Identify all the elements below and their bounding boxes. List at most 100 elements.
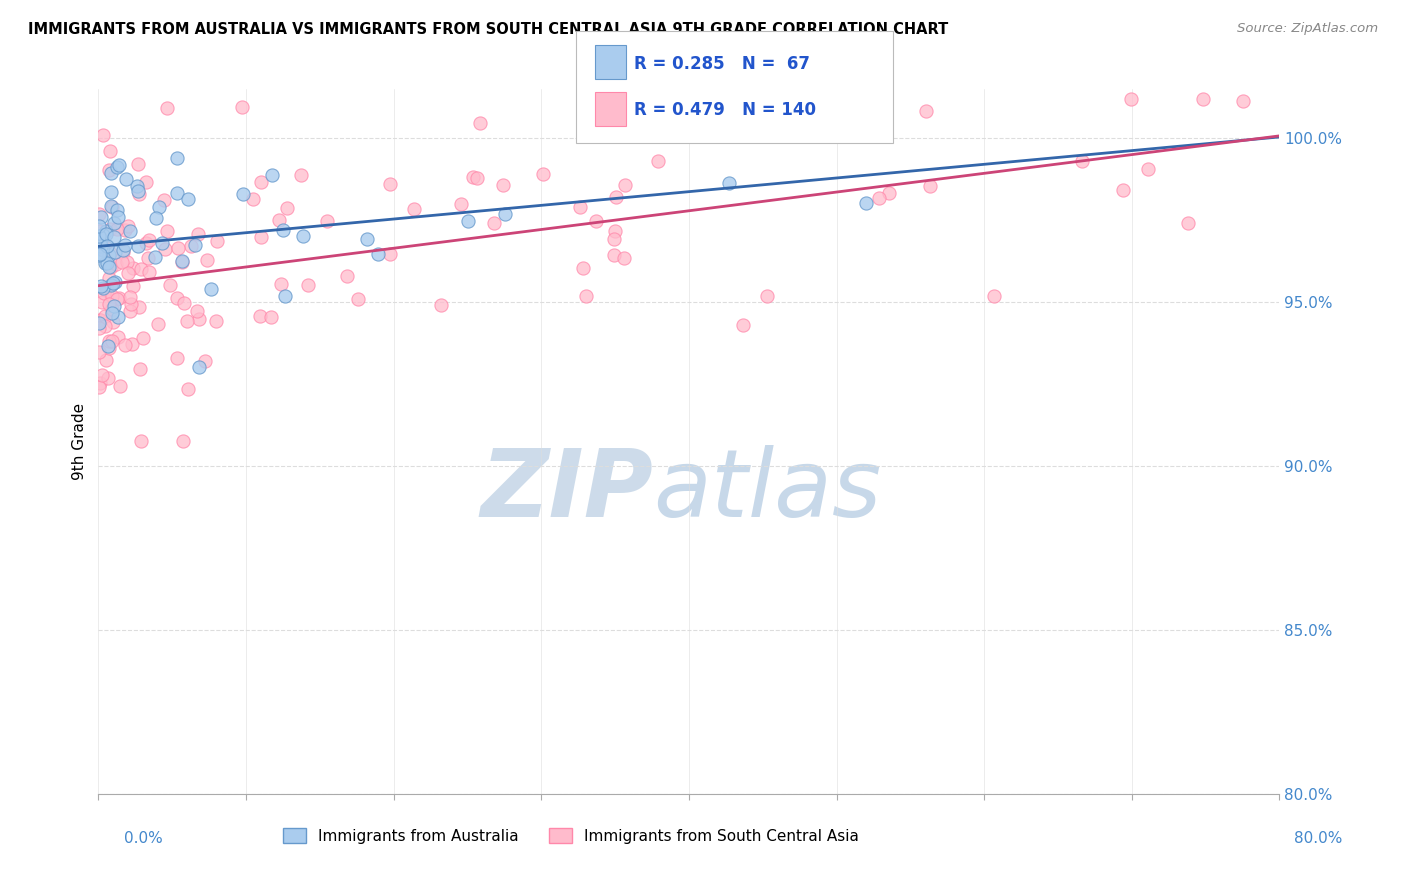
Point	[155, 242, 177, 256]
Point	[176, 314, 198, 328]
Point	[97, 341, 120, 355]
Text: Source: ZipAtlas.com: Source: ZipAtlas.com	[1237, 22, 1378, 36]
Point	[94, 256, 117, 270]
Point	[128, 187, 150, 202]
Point	[173, 296, 195, 310]
Point	[96, 239, 118, 253]
Point	[107, 203, 129, 218]
Point	[367, 247, 389, 261]
Point	[429, 298, 451, 312]
Point	[105, 257, 128, 271]
Point	[96, 227, 118, 242]
Point	[262, 168, 284, 182]
Point	[89, 236, 111, 251]
Point	[125, 178, 148, 193]
Point	[491, 178, 513, 193]
Point	[129, 362, 152, 376]
Point	[138, 265, 160, 279]
Point	[613, 251, 636, 265]
Point	[89, 239, 111, 253]
Point	[122, 260, 145, 275]
Point	[575, 289, 598, 303]
Point	[90, 279, 112, 293]
Point	[98, 145, 121, 159]
Point	[647, 154, 669, 169]
Point	[101, 277, 124, 291]
Point	[855, 195, 877, 210]
Point	[176, 192, 198, 206]
Point	[97, 163, 120, 178]
Point	[91, 234, 114, 248]
Point	[103, 229, 125, 244]
Point	[129, 261, 152, 276]
Point	[91, 368, 114, 382]
Point	[249, 309, 271, 323]
Point	[143, 250, 166, 264]
Point	[94, 224, 117, 238]
Point	[89, 207, 111, 221]
Point	[93, 285, 115, 300]
Point	[91, 228, 114, 243]
Point	[100, 277, 122, 292]
Point	[195, 252, 218, 267]
Point	[603, 232, 626, 246]
Point	[129, 434, 152, 448]
Point	[89, 246, 111, 260]
Point	[89, 344, 111, 359]
Point	[276, 202, 298, 216]
Point	[731, 318, 754, 332]
Point	[107, 310, 129, 324]
Point	[100, 302, 122, 317]
Point	[915, 103, 938, 118]
Point	[97, 371, 120, 385]
Point	[89, 321, 111, 335]
Point	[107, 210, 129, 224]
Point	[136, 252, 159, 266]
Point	[127, 184, 149, 198]
Point	[297, 277, 319, 292]
Point	[94, 353, 117, 368]
Point	[104, 244, 127, 259]
Point	[200, 282, 222, 296]
Point	[678, 108, 700, 122]
Point	[105, 160, 128, 174]
Point	[117, 219, 139, 234]
Point	[166, 151, 188, 165]
Point	[868, 191, 890, 205]
Point	[114, 237, 136, 252]
Point	[114, 223, 136, 237]
Point	[531, 167, 554, 181]
Point	[450, 197, 472, 211]
Point	[482, 216, 505, 230]
Point	[101, 315, 124, 329]
Point	[118, 304, 141, 318]
Point	[1121, 92, 1143, 106]
Point	[98, 247, 121, 261]
Point	[120, 290, 142, 304]
Point	[180, 239, 202, 253]
Point	[170, 255, 193, 269]
Point	[273, 289, 295, 303]
Text: ZIP: ZIP	[481, 445, 654, 537]
Point	[470, 116, 492, 130]
Point	[105, 222, 128, 236]
Point	[603, 224, 626, 238]
Point	[105, 292, 128, 306]
Point	[983, 289, 1005, 303]
Point	[568, 200, 591, 214]
Point	[97, 338, 120, 352]
Point	[117, 267, 139, 281]
Point	[132, 331, 155, 345]
Point	[89, 219, 111, 233]
Point	[146, 318, 169, 332]
Point	[188, 359, 211, 374]
Point	[89, 223, 111, 237]
Legend: Immigrants from Australia, Immigrants from South Central Asia: Immigrants from Australia, Immigrants fr…	[277, 822, 865, 850]
Text: R = 0.479   N = 140: R = 0.479 N = 140	[634, 101, 815, 119]
Point	[89, 313, 111, 327]
Point	[97, 334, 120, 348]
Point	[205, 313, 228, 327]
Text: 80.0%: 80.0%	[1295, 831, 1343, 846]
Point	[90, 239, 112, 253]
Point	[153, 194, 176, 208]
